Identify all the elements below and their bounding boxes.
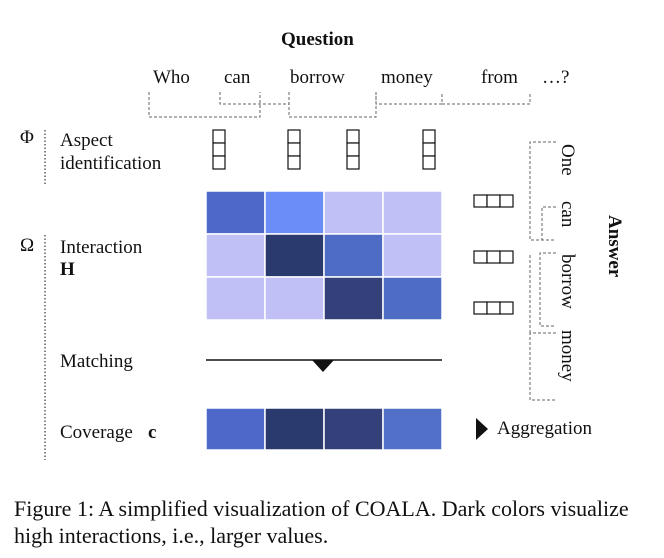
bracket-money-from <box>442 92 531 105</box>
h-cell-0-2 <box>323 190 384 235</box>
question-token-borrow: borrow <box>290 67 345 88</box>
c-cell-1 <box>264 407 325 451</box>
aggregation-label: Aggregation <box>497 418 592 439</box>
bracket-money-answer <box>529 332 556 401</box>
question-token-money: money <box>381 67 433 88</box>
aggregation-arrow-icon <box>476 418 488 440</box>
aspect-label-line1: Aspect <box>60 130 113 151</box>
aspect-vector-3 <box>346 129 360 170</box>
interaction-symbol: H <box>60 259 75 280</box>
h-cell-0-0 <box>205 190 266 235</box>
interaction-matrix <box>205 190 443 321</box>
question-token-who: Who <box>153 67 190 88</box>
h-cell-2-2 <box>323 276 384 321</box>
answer-vector-3 <box>473 301 514 315</box>
bracket-borrow-money <box>288 92 377 118</box>
question-brackets <box>148 92 531 118</box>
h-cell-2-0 <box>205 276 266 321</box>
matching-label: Matching <box>60 351 133 372</box>
h-cell-1-3 <box>382 233 443 278</box>
h-cell-2-3 <box>382 276 443 321</box>
question-title: Question <box>281 29 354 50</box>
c-cell-3 <box>382 407 443 451</box>
bracket-who-can <box>148 92 261 118</box>
h-cell-1-0 <box>205 233 266 278</box>
answer-brackets <box>529 141 556 401</box>
question-token-ellipsis: …? <box>542 67 570 88</box>
coverage-vector <box>205 407 443 451</box>
bracket-one-can <box>529 141 556 241</box>
answer-vector-2 <box>473 250 514 264</box>
bracket-money <box>375 92 443 105</box>
aspect-vector-4 <box>422 129 436 170</box>
bracket-can <box>541 206 556 240</box>
h-cell-1-1 <box>264 233 325 278</box>
omega-symbol: Ω <box>20 235 35 256</box>
h-cell-2-1 <box>264 276 325 321</box>
coverage-symbol: c <box>148 422 157 443</box>
interaction-label: Interaction <box>60 237 143 258</box>
h-cell-0-3 <box>382 190 443 235</box>
h-cell-1-2 <box>323 233 384 278</box>
question-aspect-vectors <box>212 129 436 170</box>
aspect-vector-1 <box>212 129 226 170</box>
matching-triangle <box>312 360 334 372</box>
h-cell-0-1 <box>264 190 325 235</box>
question-token-from: from <box>481 67 518 88</box>
answer-aspect-vectors <box>473 194 514 315</box>
aspect-label-line2: identification <box>60 153 162 174</box>
bracket-can-borrow-answer <box>539 252 556 327</box>
figure-caption: Figure 1: A simplified visualization of … <box>14 496 629 548</box>
aspect-vector-2 <box>287 129 301 170</box>
c-cell-0 <box>205 407 266 451</box>
question-token-can: can <box>224 67 251 88</box>
c-cell-2 <box>323 407 384 451</box>
bracket-can-borrow <box>219 92 289 105</box>
phi-symbol: Φ <box>20 127 34 148</box>
answer-vector-1 <box>473 194 514 208</box>
coverage-label: Coverage <box>60 422 133 443</box>
